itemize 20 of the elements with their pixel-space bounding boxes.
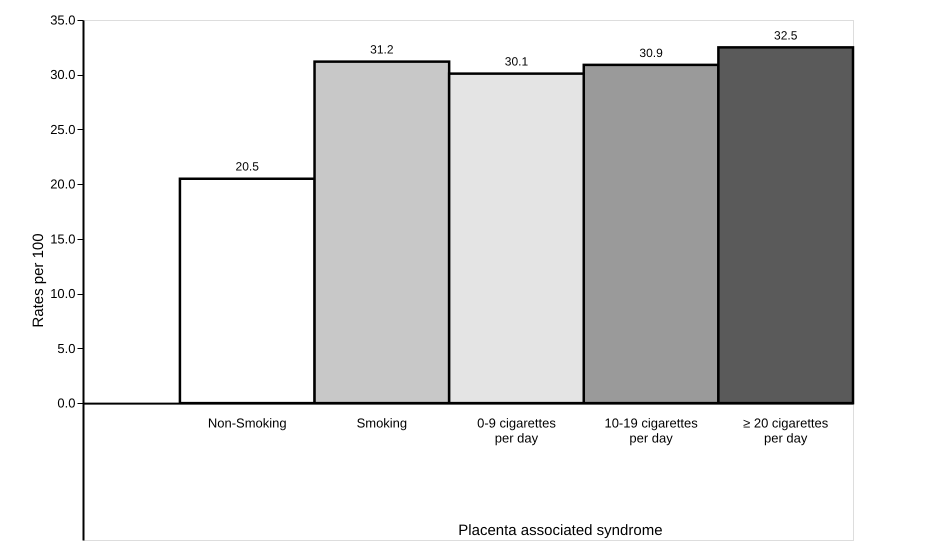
y-tick-label: 5.0 bbox=[57, 340, 76, 356]
data-label: 30.1 bbox=[504, 54, 528, 69]
x-tick-label: 0-9 cigarettes per day bbox=[477, 416, 556, 446]
x-tick-label: 10-19 cigarettes per day bbox=[604, 416, 698, 446]
data-label: 32.5 bbox=[774, 28, 798, 42]
y-tick-label: 35.0 bbox=[50, 12, 76, 28]
x-axis-title: Placenta associated syndrome bbox=[458, 522, 663, 539]
y-tick-label: 25.0 bbox=[50, 122, 76, 137]
y-tick-label: 0.0 bbox=[57, 396, 76, 411]
y-tick-label: 15.0 bbox=[50, 231, 76, 246]
data-label: 31.2 bbox=[370, 42, 394, 57]
x-tick-label: Smoking bbox=[356, 416, 408, 431]
y-tick-label: 30.0 bbox=[50, 67, 76, 82]
data-label: 20.5 bbox=[236, 160, 260, 174]
y-tick-label: 10.0 bbox=[50, 286, 76, 302]
y-tick-label: 20.0 bbox=[50, 176, 76, 192]
x-tick-label: ≥ 20 cigarettes per day bbox=[743, 416, 829, 446]
x-tick-label: Non-Smoking bbox=[208, 416, 287, 431]
y-axis-title: Rates per 100 bbox=[30, 233, 48, 328]
data-label: 30.9 bbox=[639, 46, 664, 60]
